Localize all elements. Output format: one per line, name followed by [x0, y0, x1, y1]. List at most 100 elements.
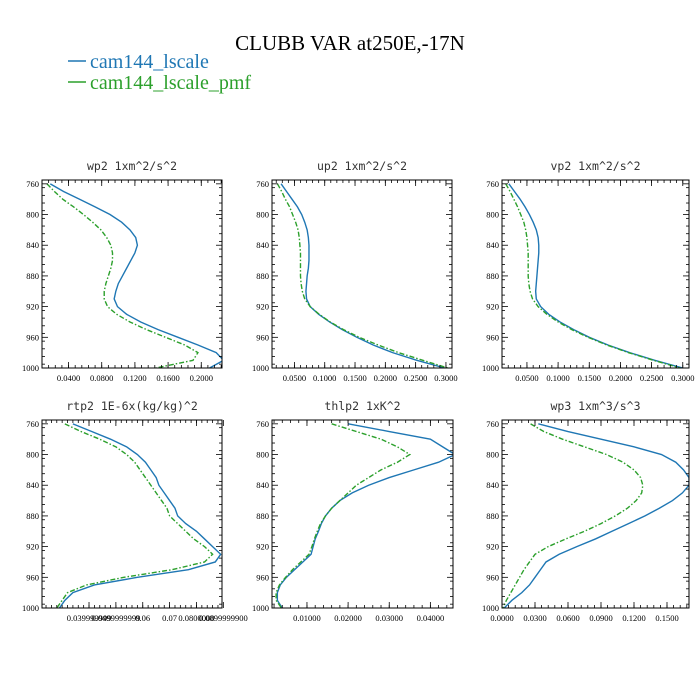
- plot-frame: [271, 179, 453, 369]
- x-tick-label: 0.2500: [404, 373, 427, 383]
- y-tick-label: 760: [486, 419, 499, 429]
- x-tick-label: 0.0400: [57, 373, 80, 383]
- y-tick-label: 840: [26, 480, 39, 490]
- y-tick-label: 760: [26, 179, 39, 189]
- x-tick-label: 0.3000: [671, 373, 694, 383]
- y-tick-label: 760: [26, 419, 39, 429]
- y-tick-label: 840: [486, 480, 499, 490]
- y-tick-label: 960: [256, 572, 269, 582]
- series-line-lscale: [58, 423, 222, 608]
- x-tick-label: 0.0600: [556, 613, 579, 623]
- x-tick-label: 0.01000: [293, 613, 321, 623]
- y-tick-label: 960: [26, 332, 39, 342]
- y-tick-label: 800: [256, 450, 269, 460]
- panel-title: up2 1xm^2/s^2: [317, 159, 407, 173]
- y-tick-label: 880: [26, 271, 39, 281]
- y-tick-label: 880: [26, 511, 39, 521]
- y-tick-label: 1000: [252, 363, 269, 373]
- panel-4: rtp2 1E-6x(kg/kg)^2 760 800 840 880 920 960 100…: [22, 399, 248, 623]
- panel-6: wp3 1xm^3/s^3 760 800 840 880 920 960 10000.000…: [482, 399, 690, 623]
- panel-1: wp2 1xm^2/s^2 760 800 840 880 920 960 1000 0.040…: [22, 159, 223, 383]
- x-tick-label: 0.07: [162, 613, 177, 623]
- x-tick-label: 0.2000: [190, 373, 213, 383]
- panel-title: wp3 1xm^3/s^3: [550, 399, 640, 413]
- x-tick-label: 0.1500: [343, 373, 366, 383]
- y-tick-label: 880: [256, 271, 269, 281]
- y-tick-label: 840: [26, 240, 39, 250]
- y-tick-label: 1000: [22, 603, 39, 613]
- series-line-lscale-pmf: [505, 183, 681, 368]
- panel-3: vp2 1xm^2/s^2 760 800 840 880 920 960 1000 0.050…: [482, 159, 694, 383]
- x-tick-label: 0.1500: [578, 373, 601, 383]
- panel-title: vp2 1xm^2/s^2: [550, 159, 640, 173]
- y-tick-label: 960: [26, 572, 39, 582]
- x-tick-label: 0.1000: [546, 373, 569, 383]
- x-tick-label: 0.2000: [609, 373, 632, 383]
- x-tick-label: 0.0499999999: [91, 613, 140, 623]
- y-tick-label: 800: [486, 450, 499, 460]
- y-tick-label: 800: [256, 210, 269, 220]
- y-tick-label: 960: [486, 572, 499, 582]
- x-tick-label: 0.039999999: [67, 613, 112, 623]
- panels: wp2 1xm^2/s^2 760 800 840 880 920 960 1000 0.040…: [22, 159, 694, 623]
- series-line-lscale-pmf: [275, 423, 412, 608]
- x-tick-label: 0.03000: [375, 613, 403, 623]
- x-tick-label: 0.06: [135, 613, 150, 623]
- series-line-lscale-pmf: [276, 183, 448, 368]
- series-line-lscale: [280, 183, 445, 368]
- x-tick-label: 0.0300: [523, 613, 546, 623]
- panel-5: thlp2 1xK^2 760 800 840 880 920 960 1000 0.01000…: [252, 399, 454, 623]
- x-tick-label: 0.0899999900: [199, 613, 248, 623]
- y-tick-label: 920: [26, 302, 39, 312]
- y-tick-label: 880: [486, 271, 499, 281]
- figure-title: CLUBB VAR at250E,-17N: [235, 31, 465, 55]
- plot-frame: [501, 179, 690, 369]
- x-tick-label: 0.2000: [374, 373, 397, 383]
- y-tick-label: 1000: [252, 603, 269, 613]
- legend: cam144_lscale cam144_lscale_pmf: [68, 51, 251, 94]
- x-tick-label: 0.1500: [655, 613, 678, 623]
- x-tick-label: 0.1000: [313, 373, 336, 383]
- x-tick-label: 0.04000: [417, 613, 445, 623]
- y-tick-label: 760: [256, 419, 269, 429]
- panel-title: wp2 1xm^2/s^2: [87, 159, 177, 173]
- y-tick-label: 1000: [22, 363, 39, 373]
- panel-title: rtp2 1E-6x(kg/kg)^2: [66, 399, 198, 413]
- x-tick-label: 0.1600: [156, 373, 179, 383]
- y-tick-label: 840: [256, 480, 269, 490]
- y-tick-label: 920: [26, 542, 39, 552]
- series-line-lscale: [276, 423, 453, 608]
- y-tick-label: 760: [486, 179, 499, 189]
- y-tick-label: 800: [486, 210, 499, 220]
- y-tick-label: 920: [486, 302, 499, 312]
- y-tick-label: 800: [26, 450, 39, 460]
- y-tick-label: 1000: [482, 603, 499, 613]
- x-tick-label: 0.3000: [434, 373, 457, 383]
- plot-frame: [41, 179, 223, 369]
- y-tick-label: 920: [256, 302, 269, 312]
- legend-label-lscale: cam144_lscale: [90, 51, 209, 73]
- x-tick-label: 0.0000: [490, 613, 513, 623]
- x-tick-label: 0.0500: [515, 373, 538, 383]
- x-tick-label: 0.0800000: [178, 613, 214, 623]
- y-tick-label: 840: [256, 240, 269, 250]
- y-tick-label: 960: [256, 332, 269, 342]
- x-tick-label: 0.2500: [640, 373, 663, 383]
- x-tick-label: 0.02000: [334, 613, 362, 623]
- y-tick-label: 920: [486, 542, 499, 552]
- series-line-lscale-pmf: [56, 423, 214, 608]
- x-tick-label: 0.0500: [283, 373, 306, 383]
- y-tick-label: 880: [256, 511, 269, 521]
- plot-frame: [271, 419, 454, 609]
- y-tick-label: 1000: [482, 363, 499, 373]
- series-line-lscale: [49, 183, 222, 368]
- y-tick-label: 960: [486, 332, 499, 342]
- y-tick-label: 760: [256, 179, 269, 189]
- y-tick-label: 840: [486, 240, 499, 250]
- plot-frame: [501, 419, 690, 609]
- panel-title: thlp2 1xK^2: [324, 399, 400, 413]
- series-line-lscale-pmf: [502, 423, 644, 608]
- x-tick-label: 0.1200: [123, 373, 146, 383]
- panel-2: up2 1xm^2/s^2 760 800 840 880 920 960 1000 0.050…: [252, 159, 458, 383]
